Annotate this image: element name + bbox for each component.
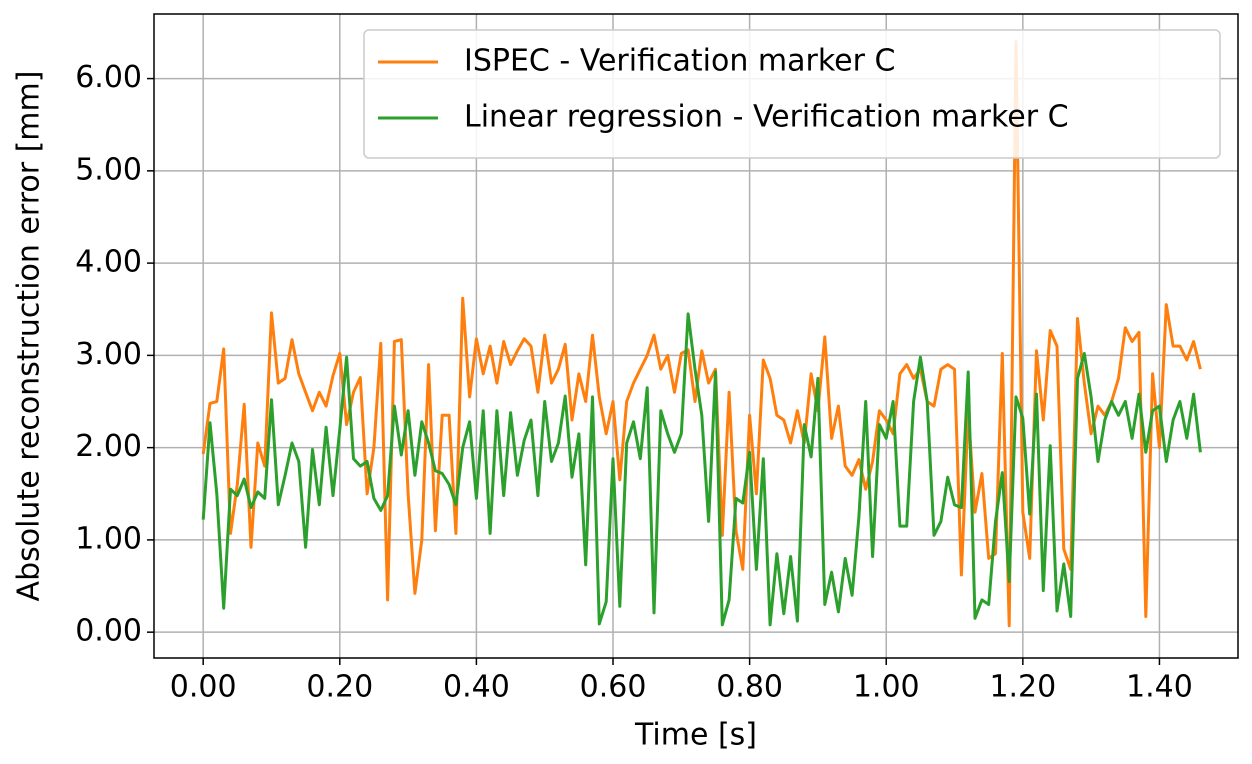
x-tick-label: 0.80 — [716, 670, 783, 705]
legend-box — [363, 29, 1221, 159]
series-line — [201, 312, 1202, 627]
legend-label: Linear regression - Verification marker … — [464, 100, 1069, 135]
x-tick-label: 0.20 — [306, 670, 373, 705]
legend-label: ISPEC - Verification marker C — [464, 44, 895, 79]
x-tick-label: 1.00 — [853, 670, 920, 705]
y-tick-label: 0.00 — [75, 614, 142, 649]
plot-frame — [153, 13, 1239, 659]
y-tick-label: 4.00 — [75, 245, 142, 280]
y-tick-label: 2.00 — [75, 429, 142, 464]
y-tick-label: 1.00 — [75, 521, 142, 556]
x-tick-label: 1.20 — [989, 670, 1056, 705]
x-tick-label: 0.60 — [580, 670, 647, 705]
y-tick-label: 6.00 — [75, 60, 142, 95]
y-tick-label: 5.00 — [75, 152, 142, 187]
x-tick-label: 0.40 — [443, 670, 510, 705]
y-axis-label: Absolute reconstruction error [mm] — [12, 71, 47, 602]
y-tick-label: 3.00 — [75, 337, 142, 372]
legend: ISPEC - Verification marker C Linear regr… — [363, 29, 1221, 159]
x-axis-label: Time [s] — [634, 718, 757, 753]
x-tick-label: 0.00 — [170, 670, 237, 705]
x-tick-label: 1.40 — [1126, 670, 1193, 705]
